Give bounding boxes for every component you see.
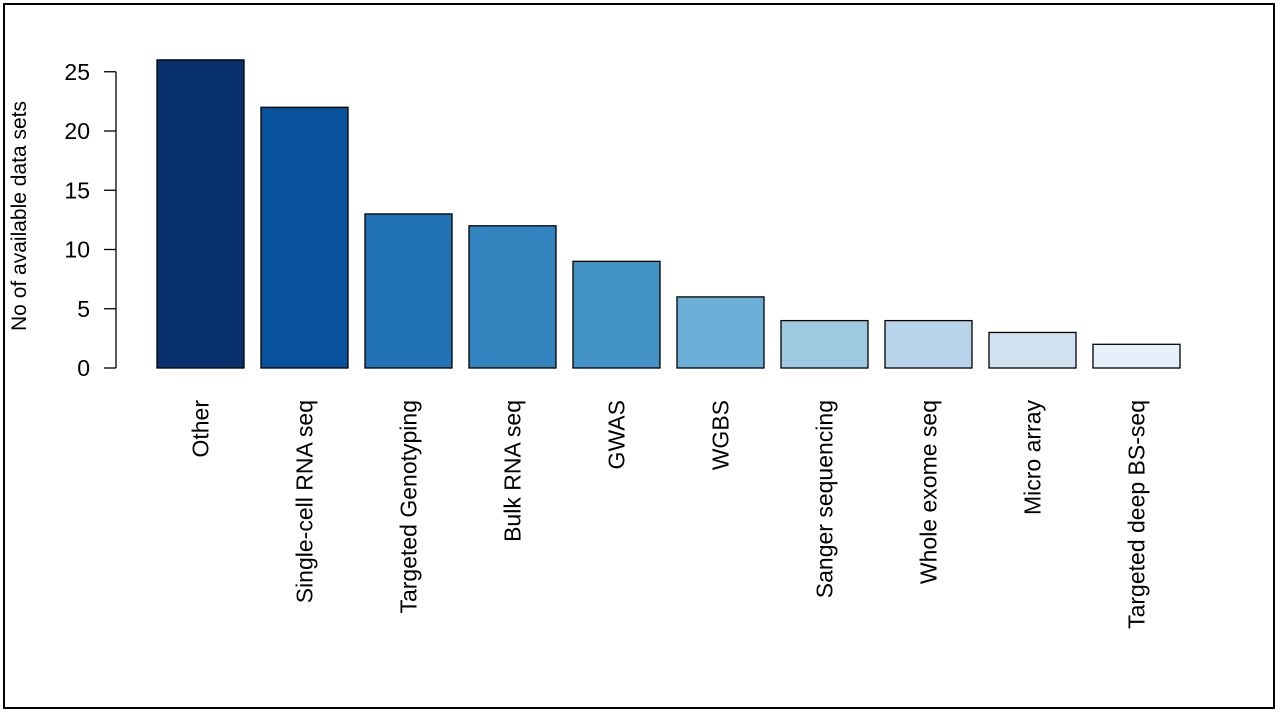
y-tick-label: 20 xyxy=(64,118,90,144)
x-tick-label: Micro array xyxy=(1020,400,1046,516)
x-axis-labels: Other Single-cell RNA seq Targeted Genotyp… xyxy=(188,400,1150,629)
x-tick-label: GWAS xyxy=(604,400,630,469)
x-tick-label: Single-cell RNA seq xyxy=(292,400,318,603)
bar-4 xyxy=(572,260,661,369)
y-tick-label: 25 xyxy=(64,59,90,85)
x-tick-label: Sanger sequencing xyxy=(812,400,838,598)
bar-5 xyxy=(676,296,765,369)
y-axis-label: No of available data sets xyxy=(8,101,31,331)
bar-0 xyxy=(156,59,245,369)
y-tick-label: 5 xyxy=(77,296,90,322)
x-tick-label: Other xyxy=(188,400,214,458)
y-axis: 0 5 10 15 20 25 xyxy=(64,59,117,381)
bar-7 xyxy=(884,319,973,369)
x-tick-label: WGBS xyxy=(708,400,734,470)
x-tick-label: Bulk RNA seq xyxy=(500,400,526,542)
bar-2 xyxy=(364,213,453,369)
bar-1 xyxy=(260,106,349,369)
bars xyxy=(156,59,1181,369)
bar-3 xyxy=(468,225,557,369)
y-tick-label: 10 xyxy=(64,237,90,263)
bar-8 xyxy=(988,331,1077,369)
x-tick-label: Targeted Genotyping xyxy=(396,400,422,614)
x-tick-label: Targeted deep BS-seq xyxy=(1124,400,1150,629)
y-tick-label: 0 xyxy=(77,355,90,381)
x-tick-label: Whole exome seq xyxy=(916,400,942,584)
y-tick-label: 15 xyxy=(64,177,90,203)
bar-9 xyxy=(1092,343,1181,369)
bar-6 xyxy=(780,319,869,369)
